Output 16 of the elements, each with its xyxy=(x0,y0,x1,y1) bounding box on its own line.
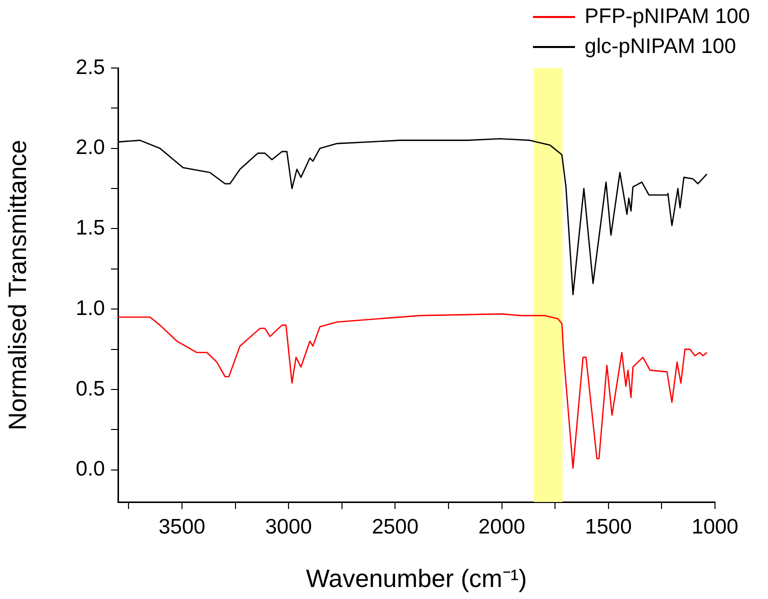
x-tick-label: 1500 xyxy=(585,515,632,538)
legend-label: glc-pNIPAM 100 xyxy=(584,35,736,59)
y-axis-title: Normalised Transmittance xyxy=(4,140,32,430)
y-tick-label: 1.0 xyxy=(76,296,105,320)
x-tick-label: 2000 xyxy=(478,515,526,538)
y-tick-label: 1.5 xyxy=(76,216,105,240)
x-tick-label: 3000 xyxy=(265,515,312,538)
x-axis-title: Wavenumber (cm⁻¹) xyxy=(306,564,527,593)
x-tick-label: 2500 xyxy=(372,515,419,538)
y-tick-label: 0.5 xyxy=(76,377,105,400)
y-tick-label: 2.0 xyxy=(76,136,105,160)
x-tick-label: 3500 xyxy=(158,515,206,538)
y-tick-label: 0.0 xyxy=(76,458,105,481)
legend-label: PFP-pNIPAM 100 xyxy=(584,5,750,29)
y-tick-label: 2.5 xyxy=(76,56,105,79)
x-tick-label: 1000 xyxy=(692,515,738,538)
